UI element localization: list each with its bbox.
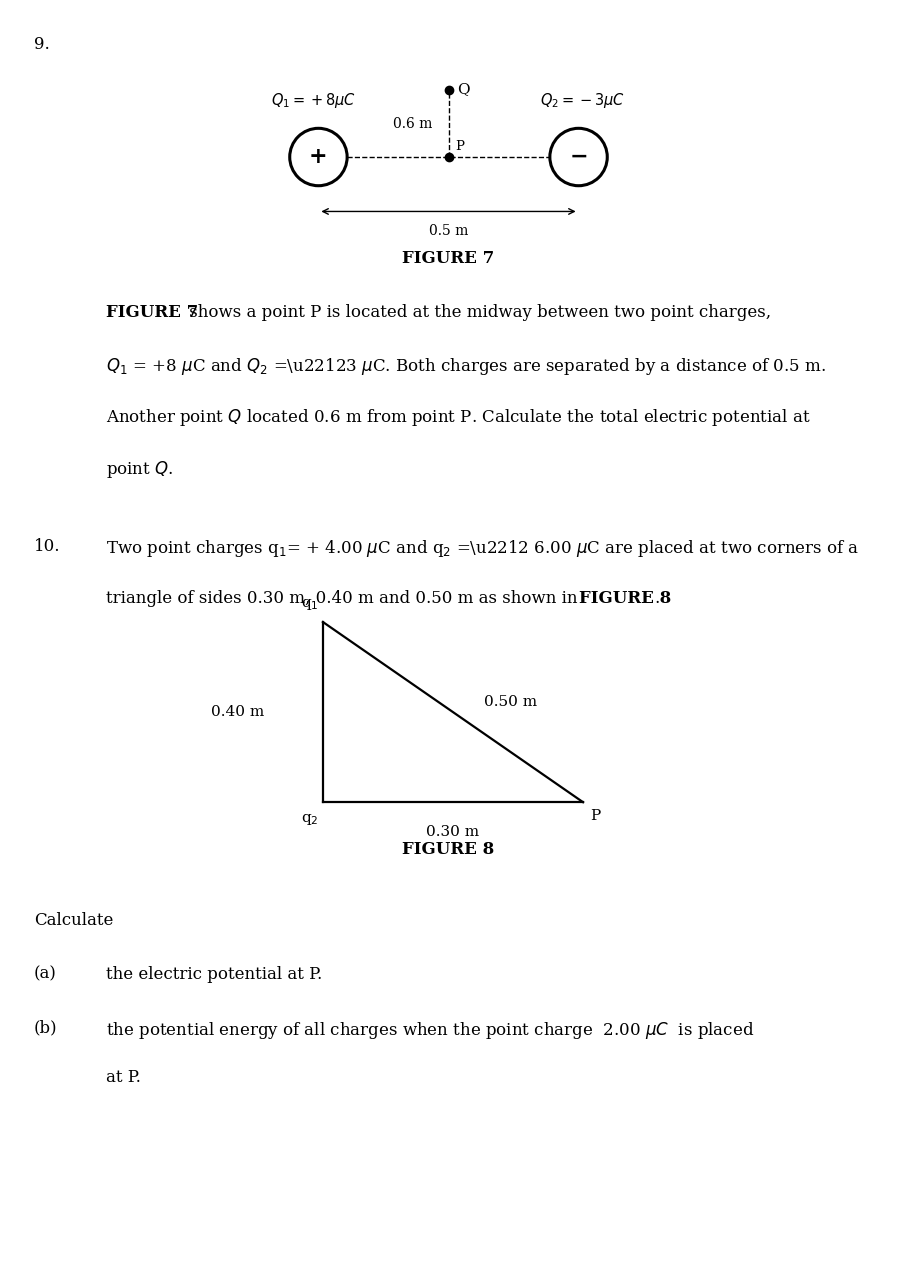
Text: point $\it{Q}$.: point $\it{Q}$. [106,458,173,480]
Text: $Q_1 =  +8\mu C$: $Q_1 = +8\mu C$ [272,91,356,111]
Text: 0.6 m: 0.6 m [393,117,432,130]
Text: P: P [590,808,600,822]
Text: q$_1$: q$_1$ [300,597,318,611]
Text: Calculate: Calculate [34,911,113,929]
Text: FIGURE 7: FIGURE 7 [106,304,198,322]
Text: (b): (b) [34,1019,57,1037]
Text: Two point charges q$_1$= + 4.00 $\mu$C and q$_2$ =\u2212 6.00 $\mu$C are placed : Two point charges q$_1$= + 4.00 $\mu$C a… [106,538,859,560]
Text: $\it{Q}$$_1$ = +8 $\mu$C and $\it{Q}$$_2$ =\u22123 $\mu$C. Both charges are sepa: $\it{Q}$$_1$ = +8 $\mu$C and $\it{Q}$$_2… [106,355,826,377]
Text: FIGURE 8: FIGURE 8 [579,589,672,607]
Text: Q: Q [457,82,470,95]
Text: −: − [570,145,588,169]
Text: .: . [654,589,659,607]
Text: 0.50 m: 0.50 m [484,695,537,709]
Text: P: P [456,140,465,153]
Text: 9.: 9. [34,36,50,53]
Text: q$_2$: q$_2$ [300,812,318,828]
Text: (a): (a) [34,965,57,983]
Text: the potential energy of all charges when the point charge  2.00 $\mu C$  is plac: the potential energy of all charges when… [106,1019,754,1041]
Text: 0.30 m: 0.30 m [426,825,480,839]
Text: at P.: at P. [106,1068,141,1086]
Text: 0.40 m: 0.40 m [212,705,265,719]
Text: Another point $\it{Q}$ located 0.6 m from point P. Calculate the total electric : Another point $\it{Q}$ located 0.6 m fro… [106,407,811,429]
Text: shows a point P is located at the midway between two point charges,: shows a point P is located at the midway… [184,304,771,322]
Text: the electric potential at P.: the electric potential at P. [106,965,322,983]
Text: FIGURE 8: FIGURE 8 [403,840,494,858]
Text: +: + [309,145,327,169]
Text: 10.: 10. [34,538,61,556]
Text: $Q_2 =  -3\mu C$: $Q_2 = -3\mu C$ [541,91,625,111]
Text: 0.5 m: 0.5 m [429,224,468,238]
Text: FIGURE 7: FIGURE 7 [403,250,494,268]
Text: triangle of sides 0.30 m, 0.40 m and 0.50 m as shown in: triangle of sides 0.30 m, 0.40 m and 0.5… [106,589,582,607]
